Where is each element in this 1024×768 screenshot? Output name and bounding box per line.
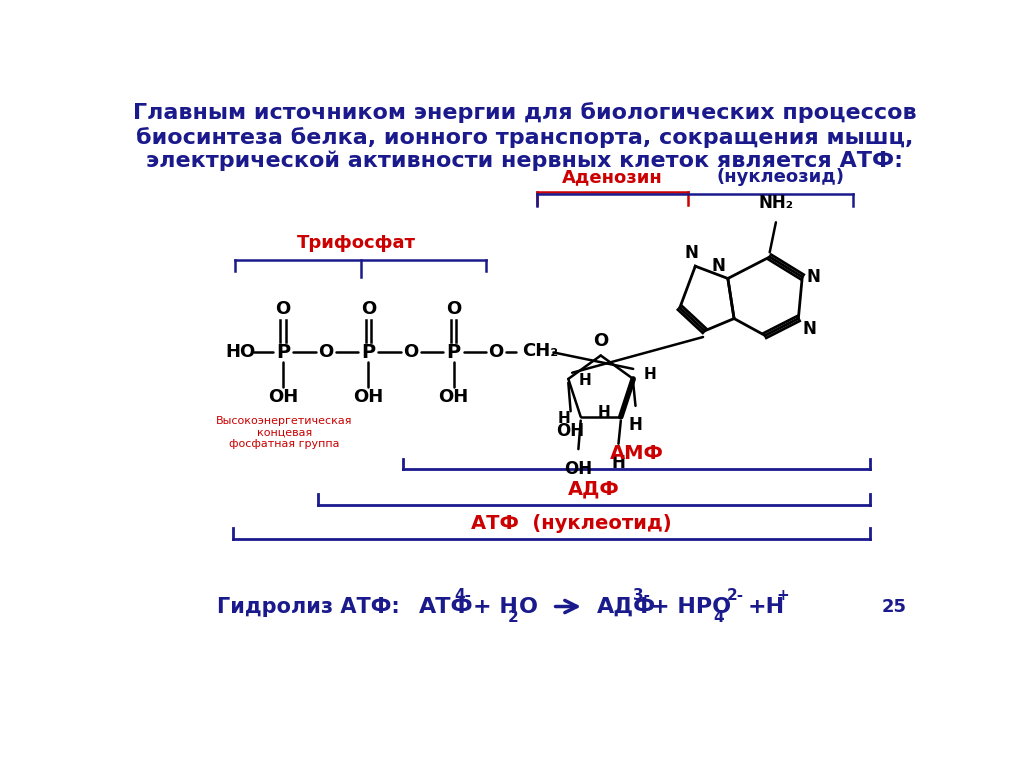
Text: АТФ  (нуклеотид): АТФ (нуклеотид)	[471, 514, 671, 532]
Text: O: O	[593, 332, 608, 350]
Text: H: H	[558, 411, 570, 425]
Text: +Н: +Н	[748, 597, 785, 617]
Text: OH: OH	[438, 388, 469, 406]
Text: АДФ: АДФ	[597, 597, 656, 617]
Text: H: H	[644, 367, 656, 382]
Text: 4-: 4-	[455, 588, 471, 603]
Text: O: O	[403, 343, 419, 362]
Text: OH: OH	[557, 422, 585, 440]
Text: P: P	[275, 343, 290, 362]
Text: 2-: 2-	[727, 588, 744, 603]
Text: N: N	[684, 244, 698, 263]
Text: (нуклеозид): (нуклеозид)	[717, 168, 845, 186]
Text: H: H	[629, 415, 642, 434]
Text: P: P	[446, 343, 461, 362]
Text: N: N	[806, 268, 820, 286]
Text: P: P	[361, 343, 376, 362]
Text: Аденозин: Аденозин	[562, 168, 663, 186]
Text: O: O	[488, 343, 504, 362]
Text: 25: 25	[882, 598, 906, 615]
Text: + НРО: + НРО	[651, 597, 731, 617]
Text: + Н: + Н	[473, 597, 518, 617]
Text: NH₂: NH₂	[759, 194, 794, 212]
Text: CH₂: CH₂	[522, 342, 559, 360]
Text: 4: 4	[713, 610, 724, 625]
Text: АМФ: АМФ	[610, 445, 664, 463]
Text: Трифосфат: Трифосфат	[297, 234, 416, 252]
Text: O: O	[318, 343, 333, 362]
Text: O: O	[360, 300, 376, 318]
Text: АТФ: АТФ	[419, 597, 473, 617]
Text: OH: OH	[353, 388, 383, 406]
Text: N: N	[712, 257, 725, 275]
Text: H: H	[597, 405, 610, 419]
Text: N: N	[802, 320, 816, 338]
Text: АДФ: АДФ	[568, 480, 621, 498]
Text: OH: OH	[268, 388, 298, 406]
Text: O: O	[445, 300, 461, 318]
Text: Главным источником энергии для биологических процессов
биосинтеза белка, ионного: Главным источником энергии для биологиче…	[133, 102, 916, 171]
Text: Гидролиз АТФ:: Гидролиз АТФ:	[217, 597, 400, 617]
Text: О: О	[519, 597, 539, 617]
Text: H: H	[611, 454, 626, 472]
Text: Высокоэнергетическая
концевая
фосфатная группа: Высокоэнергетическая концевая фосфатная …	[216, 415, 353, 449]
Text: O: O	[275, 300, 291, 318]
Text: 2: 2	[508, 610, 518, 625]
Text: HO: HO	[225, 343, 256, 362]
Text: OH: OH	[564, 460, 593, 478]
Text: H: H	[579, 373, 591, 388]
Text: 3-: 3-	[633, 588, 649, 603]
Text: +: +	[776, 588, 790, 603]
